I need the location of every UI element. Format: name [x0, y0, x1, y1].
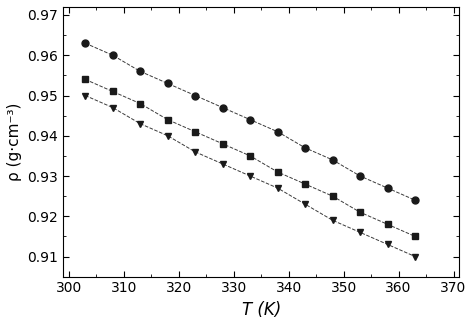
X-axis label: T (K): T (K) [242, 301, 281, 319]
Y-axis label: ρ (g·cm⁻³): ρ (g·cm⁻³) [7, 103, 22, 181]
